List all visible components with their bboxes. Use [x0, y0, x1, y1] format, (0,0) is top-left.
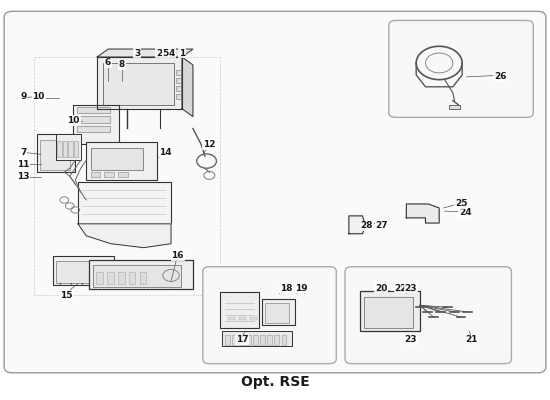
Text: 15: 15	[60, 291, 72, 300]
Bar	[103, 63, 174, 105]
Text: eurospares: eurospares	[232, 153, 318, 168]
Bar	[262, 299, 295, 325]
Text: 20: 20	[375, 284, 387, 293]
Bar	[222, 331, 292, 346]
Bar	[364, 296, 413, 328]
Text: 7: 7	[20, 148, 26, 157]
Polygon shape	[406, 204, 439, 223]
Text: Opt. RSE: Opt. RSE	[241, 375, 309, 389]
Bar	[267, 335, 272, 344]
Text: 27: 27	[376, 221, 388, 230]
Bar	[177, 78, 186, 83]
Text: 13: 13	[17, 172, 30, 182]
FancyBboxPatch shape	[345, 267, 512, 364]
Text: 19: 19	[295, 284, 307, 293]
Text: 10: 10	[32, 92, 45, 101]
Bar	[274, 335, 279, 344]
Text: 4: 4	[169, 48, 175, 58]
Bar	[91, 172, 101, 177]
Text: 22: 22	[394, 284, 407, 293]
Bar	[253, 335, 258, 344]
Bar	[57, 141, 62, 157]
Text: eurospares: eurospares	[232, 280, 318, 295]
Bar	[239, 317, 246, 320]
Text: 23: 23	[404, 284, 417, 293]
Bar	[91, 148, 142, 170]
Bar	[260, 335, 265, 344]
Bar	[40, 140, 70, 170]
Bar	[282, 335, 287, 344]
Bar	[360, 291, 420, 331]
Bar	[77, 116, 110, 122]
Bar	[77, 107, 110, 114]
Bar	[37, 134, 75, 172]
Text: 24: 24	[459, 208, 472, 217]
Text: 1: 1	[179, 48, 185, 58]
Bar	[118, 172, 128, 177]
Bar	[96, 272, 103, 284]
Text: 6: 6	[105, 58, 111, 68]
Bar	[78, 182, 171, 224]
Text: 23: 23	[404, 335, 417, 344]
Bar	[118, 272, 124, 284]
Bar	[104, 172, 114, 177]
Polygon shape	[78, 224, 171, 248]
Text: 5: 5	[162, 48, 169, 58]
Text: 12: 12	[203, 140, 216, 149]
FancyBboxPatch shape	[4, 11, 546, 373]
Bar	[129, 272, 135, 284]
Text: 2: 2	[156, 48, 162, 58]
Text: 8: 8	[119, 60, 125, 70]
Text: 26: 26	[494, 72, 507, 81]
Bar	[56, 261, 106, 283]
Text: 14: 14	[160, 148, 172, 157]
Polygon shape	[97, 49, 193, 57]
Bar	[177, 86, 186, 91]
Bar	[68, 141, 73, 157]
Text: 10: 10	[68, 116, 80, 125]
Bar	[140, 272, 146, 284]
Bar	[89, 260, 193, 289]
Bar	[449, 105, 460, 109]
FancyBboxPatch shape	[203, 267, 336, 364]
Bar	[177, 94, 186, 99]
Bar	[250, 317, 257, 320]
Bar	[224, 335, 229, 344]
FancyBboxPatch shape	[389, 20, 534, 117]
Bar	[94, 265, 181, 286]
Bar	[74, 141, 78, 157]
Bar	[221, 292, 258, 328]
Bar	[56, 134, 81, 160]
Polygon shape	[97, 57, 182, 109]
Bar	[107, 272, 113, 284]
Text: 17: 17	[236, 335, 249, 344]
Text: 11: 11	[17, 160, 30, 169]
Text: 21: 21	[466, 335, 478, 344]
Bar	[265, 303, 289, 323]
Bar	[63, 141, 67, 157]
Text: 9: 9	[20, 92, 26, 101]
Text: 28: 28	[361, 221, 373, 230]
Bar	[34, 57, 221, 295]
Text: eurospares: eurospares	[52, 153, 137, 168]
Text: 16: 16	[172, 251, 184, 260]
Bar	[53, 256, 113, 286]
Polygon shape	[349, 216, 365, 234]
Text: 3: 3	[134, 48, 140, 58]
Bar	[86, 142, 157, 180]
Bar	[239, 335, 244, 344]
Bar	[77, 126, 110, 132]
Polygon shape	[182, 57, 193, 116]
Bar	[177, 70, 186, 75]
Bar	[246, 335, 251, 344]
Bar	[232, 335, 236, 344]
Bar	[228, 317, 235, 320]
Text: 25: 25	[455, 200, 468, 208]
Text: 18: 18	[280, 284, 292, 293]
Bar	[73, 105, 119, 144]
